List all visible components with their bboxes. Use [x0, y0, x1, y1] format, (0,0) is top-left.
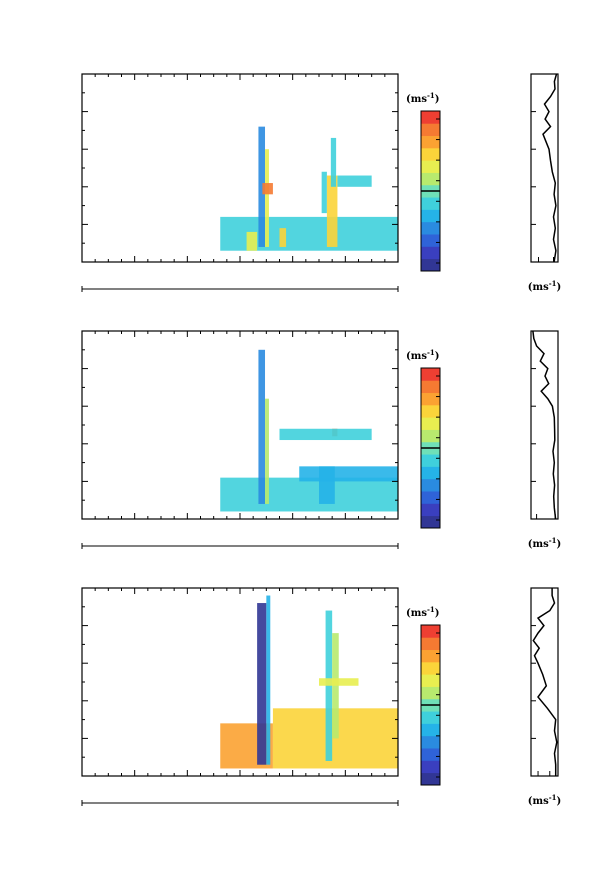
profile-line	[542, 73, 558, 263]
colorbar-swatch	[421, 404, 440, 418]
data-patch	[265, 149, 269, 247]
colorbar-title: (ms-1)	[406, 348, 439, 362]
data-patch	[246, 231, 258, 251]
panel-2: (ms-1) (ms-1)	[81, 587, 561, 807]
colorbar-swatch	[421, 711, 440, 724]
colorbar-swatch	[421, 649, 440, 663]
colorbar-swatch	[421, 258, 440, 272]
colorbar-swatch	[421, 491, 440, 504]
data-patches	[220, 595, 398, 769]
data-patch	[279, 428, 372, 441]
colorbar-swatch	[421, 625, 440, 638]
colorbar-swatch	[421, 661, 440, 675]
data-patch	[330, 137, 337, 187]
colorbar-swatch	[421, 135, 440, 149]
profile-frame	[530, 73, 559, 263]
data-patch	[266, 595, 271, 765]
data-patch	[279, 228, 287, 247]
colorbar-swatch	[421, 172, 440, 186]
colorbar-swatch	[421, 417, 440, 430]
data-patches	[220, 349, 398, 512]
colorbar-swatch	[421, 735, 440, 749]
data-patch	[262, 183, 273, 195]
colorbar-swatch	[421, 209, 440, 223]
colorbar-swatch	[421, 748, 440, 761]
colorbar-swatch	[421, 111, 440, 124]
panel-0: (ms-1) (ms-1)	[81, 73, 561, 293]
colorbar-swatch	[421, 723, 440, 737]
data-patch	[257, 603, 267, 765]
colorbar-swatch	[421, 197, 440, 210]
data-patch	[265, 398, 269, 504]
colorbar-swatch	[421, 686, 440, 700]
colorbar-swatch	[421, 429, 440, 443]
colorbar-swatch	[421, 221, 440, 235]
profile-frame	[530, 330, 559, 520]
colorbar-swatch	[421, 392, 440, 406]
data-patch	[337, 175, 372, 187]
colorbar-swatch	[421, 478, 440, 492]
colorbar-swatch	[421, 147, 440, 161]
data-patch	[220, 477, 398, 512]
profile-x-axis-label: (ms-1)	[528, 279, 561, 293]
colorbar-swatch	[421, 637, 440, 651]
colorbar-swatch	[421, 674, 440, 687]
data-patch	[321, 171, 327, 214]
colorbar-swatch	[421, 515, 440, 529]
colorbar-title: (ms-1)	[406, 605, 439, 619]
data-patches	[220, 126, 398, 251]
colorbar-swatch	[421, 246, 440, 260]
data-patch	[258, 126, 266, 247]
data-patch	[299, 466, 398, 482]
data-patch	[326, 175, 338, 247]
profile-x-axis-label: (ms-1)	[528, 536, 561, 550]
colorbar-swatch	[421, 503, 440, 517]
colorbar-swatch	[421, 466, 440, 480]
colorbar-swatch	[421, 160, 440, 173]
profile-frame	[530, 587, 559, 777]
profile-line	[532, 330, 557, 520]
panel-1: (ms-1) (ms-1)	[81, 330, 561, 550]
colorbar-swatch	[421, 368, 440, 381]
colorbar-swatch	[421, 380, 440, 394]
data-patch	[319, 678, 359, 686]
colorbar-swatch	[421, 123, 440, 137]
colorbar-swatch	[421, 772, 440, 786]
profile-x-axis-label: (ms-1)	[528, 793, 561, 807]
colorbar-title: (ms-1)	[406, 91, 439, 105]
colorbar-swatch	[421, 760, 440, 774]
data-patch	[258, 349, 266, 504]
colorbar-swatch	[421, 234, 440, 247]
colorbar-swatch	[421, 454, 440, 467]
profile-line	[532, 588, 558, 776]
